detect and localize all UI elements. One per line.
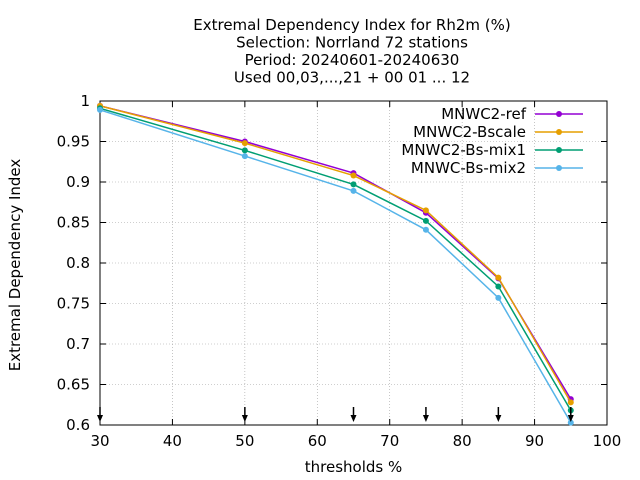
x-tick-label: 60 [308, 432, 327, 450]
legend-label: MNWC2-Bs-mix1 [401, 141, 526, 159]
legend-swatch-marker [556, 165, 562, 171]
x-tick-label: 90 [525, 432, 544, 450]
series-line [99, 109, 572, 423]
data-point [495, 294, 502, 301]
series-line [99, 105, 572, 403]
legend-item: MNWC2-Bscale [413, 123, 583, 141]
threshold-arrows [97, 407, 574, 422]
threshold-arrow [567, 407, 574, 422]
chart-title: Extremal Dependency Index for Rh2m (%)Se… [193, 16, 511, 87]
legend-swatch-marker [556, 129, 562, 135]
y-tick-label: 1 [80, 92, 90, 110]
data-point [350, 172, 357, 179]
title-line: Selection: Norrland 72 stations [236, 34, 468, 52]
y-tick-label: 0.65 [57, 376, 90, 394]
x-tick-label: 30 [90, 432, 109, 450]
threshold-arrow [97, 407, 103, 422]
data-point [350, 187, 357, 194]
legend-swatch-marker [556, 111, 562, 117]
legend-label: MNWC-Bs-mix2 [411, 159, 526, 177]
legend-item: MNWC2-ref [441, 105, 583, 123]
data-point [97, 106, 103, 113]
y-tick-label: 0.75 [57, 295, 90, 313]
y-tick-label: 0.85 [57, 214, 90, 232]
data-point [422, 217, 429, 224]
x-axis-label: thresholds % [305, 458, 402, 476]
data-point [567, 399, 574, 406]
title-line: Used 00,03,...,21 + 00 01 ... 12 [234, 69, 470, 87]
x-tick-label: 50 [235, 432, 254, 450]
y-tick-label: 0.7 [66, 335, 90, 353]
data-point [422, 226, 429, 233]
x-tick-label: 80 [453, 432, 472, 450]
data-point [495, 274, 502, 281]
threshold-arrow [495, 407, 502, 422]
data-point [567, 419, 574, 426]
legend-item: MNWC-Bs-mix2 [411, 159, 583, 177]
threshold-arrow [241, 407, 248, 422]
legend-swatch-marker [556, 147, 562, 153]
title-line: Period: 20240601-20240630 [245, 51, 460, 69]
series-lines [97, 102, 574, 426]
y-tick-label: 0.8 [66, 254, 90, 272]
x-tick-label: 40 [163, 432, 182, 450]
x-tick-label: 100 [593, 432, 622, 450]
x-tick-label: 70 [380, 432, 399, 450]
legend-item: MNWC2-Bs-mix1 [401, 141, 583, 159]
data-point [422, 207, 429, 214]
series-line [99, 107, 572, 411]
y-tick-label: 0.6 [66, 416, 90, 434]
threshold-arrow [422, 407, 429, 422]
data-point [241, 147, 248, 154]
threshold-arrow [350, 407, 357, 422]
data-point [495, 283, 502, 290]
legend-label: MNWC2-Bscale [413, 123, 526, 141]
data-point [350, 181, 357, 188]
y-tick-label: 0.95 [57, 133, 90, 151]
y-axis-label: Extremal Dependency Index [6, 159, 24, 372]
data-point [241, 153, 248, 160]
grid [100, 101, 607, 425]
axis-ticks: 30 40 50 60 70 80 90 100 0.6 0.65 0.7 0.75 0.8 0.85 0.… [57, 92, 622, 450]
legend-label: MNWC2-ref [441, 105, 526, 123]
legend: MNWC2-refMNWC2-BscaleMNWC2-Bs-mix1MNWC-B… [401, 105, 583, 177]
plot-frame [99, 100, 608, 426]
data-point [241, 140, 248, 147]
y-tick-label: 0.9 [66, 173, 90, 191]
title-line: Extremal Dependency Index for Rh2m (%) [193, 16, 511, 34]
